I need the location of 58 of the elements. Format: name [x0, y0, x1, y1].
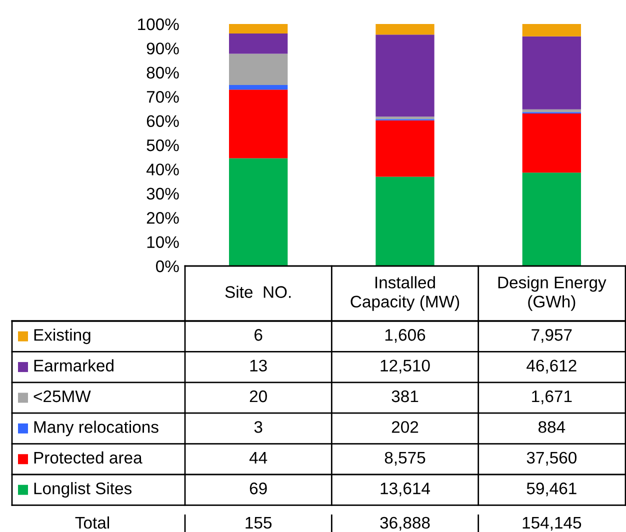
text: 202 [392, 421, 418, 433]
bar [376, 116, 434, 120]
text: 13,614 [380, 482, 430, 496]
bar [522, 36, 581, 110]
x-tick-label: Site NO. [225, 286, 291, 298]
text: 36,888 [380, 516, 430, 531]
y-tick-label: 20% [146, 212, 179, 224]
text: 884 [538, 421, 566, 433]
bar [522, 114, 581, 173]
y-tick-label: 90% [146, 42, 179, 54]
legend-label: Existing [34, 328, 90, 344]
legend-label: Protected area [34, 451, 142, 464]
legend-label: Longlist Sites [34, 482, 132, 498]
y-tick-label: 10% [147, 236, 179, 248]
bar [229, 54, 288, 85]
text: 37,560 [526, 452, 577, 466]
y-tick-label: 50% [146, 139, 179, 152]
text: 8,575 [384, 452, 426, 466]
bar [229, 84, 288, 90]
y-tick-label: 60% [146, 115, 179, 128]
bar [376, 34, 434, 117]
text: Total [75, 516, 109, 529]
bar [376, 24, 434, 35]
y-tick-label: 70% [146, 91, 179, 103]
text: 69 [250, 482, 267, 494]
legend-label: Earmarked [34, 359, 114, 372]
bar [522, 172, 581, 266]
y-tick-label: 0% [156, 260, 179, 272]
y-tick-label: 30% [146, 188, 179, 200]
text: 12,510 [380, 360, 430, 374]
text: 13 [250, 360, 267, 372]
bar [376, 120, 434, 177]
bar [376, 176, 434, 266]
x-tick-label: Design Energy (GWh) [498, 276, 606, 311]
y-tick-label: 100% [138, 18, 179, 30]
y-tick-label: 40% [146, 164, 179, 176]
bar [229, 90, 288, 158]
text: 155 [246, 517, 272, 529]
bar [229, 158, 288, 266]
text: 154,145 [522, 517, 582, 531]
text: 7,957 [532, 329, 572, 343]
bar [522, 109, 581, 112]
text: 3 [254, 421, 262, 433]
text: 1,671 [532, 390, 572, 404]
bar [522, 24, 581, 36]
text: 59,461 [526, 482, 576, 496]
x-tick-label: Installed Capacity (MW) [350, 276, 460, 311]
legend-label: <25MW [34, 390, 91, 402]
bar [229, 33, 288, 54]
text: 20 [250, 390, 267, 402]
text: 381 [392, 390, 418, 402]
y-tick-label: 80% [146, 66, 179, 79]
text: 46,612 [526, 360, 576, 374]
bar [229, 24, 288, 34]
legend-label: Many relocations [34, 420, 158, 436]
text: 6 [254, 329, 262, 341]
text: 1,606 [385, 329, 426, 343]
text: 44 [249, 452, 268, 464]
